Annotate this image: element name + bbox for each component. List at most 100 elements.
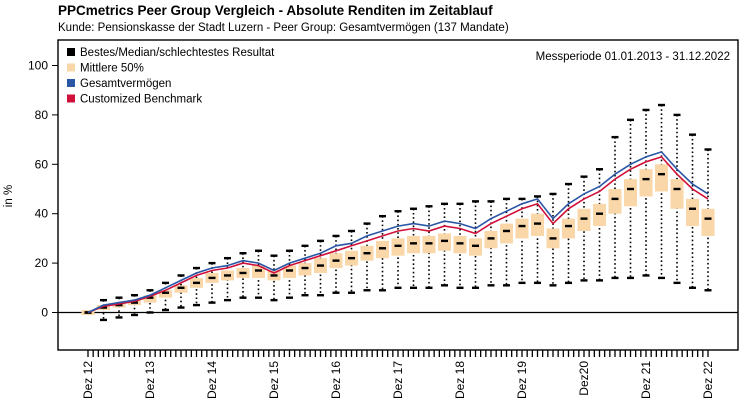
worst-marker [441,284,448,287]
middle-50-box [608,189,622,214]
middle-50-box [438,233,451,251]
y-tick-label: 20 [35,256,49,270]
worst-marker [534,281,541,285]
worst-marker [348,291,355,294]
best-marker [565,182,572,186]
worst-marker [379,289,386,292]
worst-marker [611,276,619,280]
worst-marker [503,284,510,287]
y-tick-label: 60 [35,157,49,171]
x-tick-label: Dez 14 [205,361,219,399]
middle-50-box [531,213,544,236]
legend-swatch [67,63,75,72]
middle-50-box [298,263,312,276]
middle-50-box [515,218,529,239]
median-marker [596,212,603,215]
middle-50-box [562,218,575,239]
worst-marker [410,286,417,289]
median-marker [534,222,541,225]
median-marker [224,274,231,277]
legend: Bestes/Median/schlechtestes Resultat Mitt… [67,47,275,106]
middle-50-box [686,198,699,227]
worst-marker [456,286,464,289]
y-axis: 0 20 40 60 80 100 [28,59,58,320]
period-label: Messperiode 01.01.2013 - 31.12.2022 [536,51,730,63]
median-marker [301,266,309,270]
best-marker [301,244,309,248]
best-marker [270,254,278,257]
median-marker [100,306,107,309]
middle-50-box [655,164,668,192]
best-marker [580,175,588,178]
median-marker [317,264,324,267]
middle-50-box [469,238,482,256]
median-marker [348,256,355,260]
legend-label: Mittlere 50% [80,63,144,75]
median-marker [580,217,588,220]
median-marker [286,269,293,272]
middle-50-box [407,235,420,254]
worst-marker [301,294,309,297]
middle-50-box [670,179,684,209]
worst-marker [472,286,479,289]
median-marker [441,239,448,243]
best-marker [317,239,324,243]
legend-swatch [67,48,75,56]
customized-benchmark-line [87,155,709,314]
y-axis-label: in % [3,185,15,207]
median-marker [270,274,278,277]
worst-marker [673,281,681,285]
median-marker [689,207,696,210]
best-marker [689,133,696,136]
worst-marker [208,301,216,304]
middle-50-box [484,230,498,249]
middle-50-box [159,290,172,298]
median-marker [239,271,247,275]
median-marker [487,237,495,240]
best-marker [394,210,402,213]
legend-label: Bestes/Median/schlechtestes Resultat [80,47,275,59]
worst-marker [627,276,634,280]
best-marker [100,298,107,302]
x-tick-label: Dez 13 [143,361,157,399]
median-marker [394,244,402,248]
middle-50-box [252,265,265,278]
worst-marker [177,306,185,309]
best-marker [224,256,231,260]
legend-swatch [67,94,75,103]
best-marker [487,200,495,203]
y-tick-label: 100 [28,59,48,73]
best-marker [611,135,619,139]
best-marker [549,192,557,196]
median-marker [503,229,510,233]
median-marker [549,237,557,240]
median-marker [193,281,200,285]
worst-marker [518,281,526,285]
best-marker [332,234,340,238]
median-marker [177,286,185,289]
best-marker [425,205,433,208]
middle-50-box [376,240,389,259]
y-tick-label: 40 [35,207,49,221]
legend-swatch [67,79,75,87]
worst-marker [100,318,107,322]
median-marker [673,187,681,191]
best-marker [472,200,479,203]
legend-label: Gesamtvermögen [80,78,171,90]
middle-50-box [701,208,715,236]
worst-marker [565,281,572,285]
worst-marker [363,289,371,292]
best-marker [193,266,200,270]
best-marker [518,197,526,201]
median-marker [115,303,123,307]
median-marker [410,242,417,245]
middle-50-box [143,295,157,303]
x-tick-label: Dez 17 [391,361,405,399]
middle-50-box [639,169,653,197]
x-tick-label: Dez 15 [267,361,281,399]
worst-marker [689,286,696,289]
x-axis: Dez 12 Dez 13 Dez 14 Dez 15 Dez 16 Dez 17 Dez … [81,350,715,399]
worst-marker [131,313,138,317]
median-marker [565,224,572,228]
median-marker [642,177,650,181]
